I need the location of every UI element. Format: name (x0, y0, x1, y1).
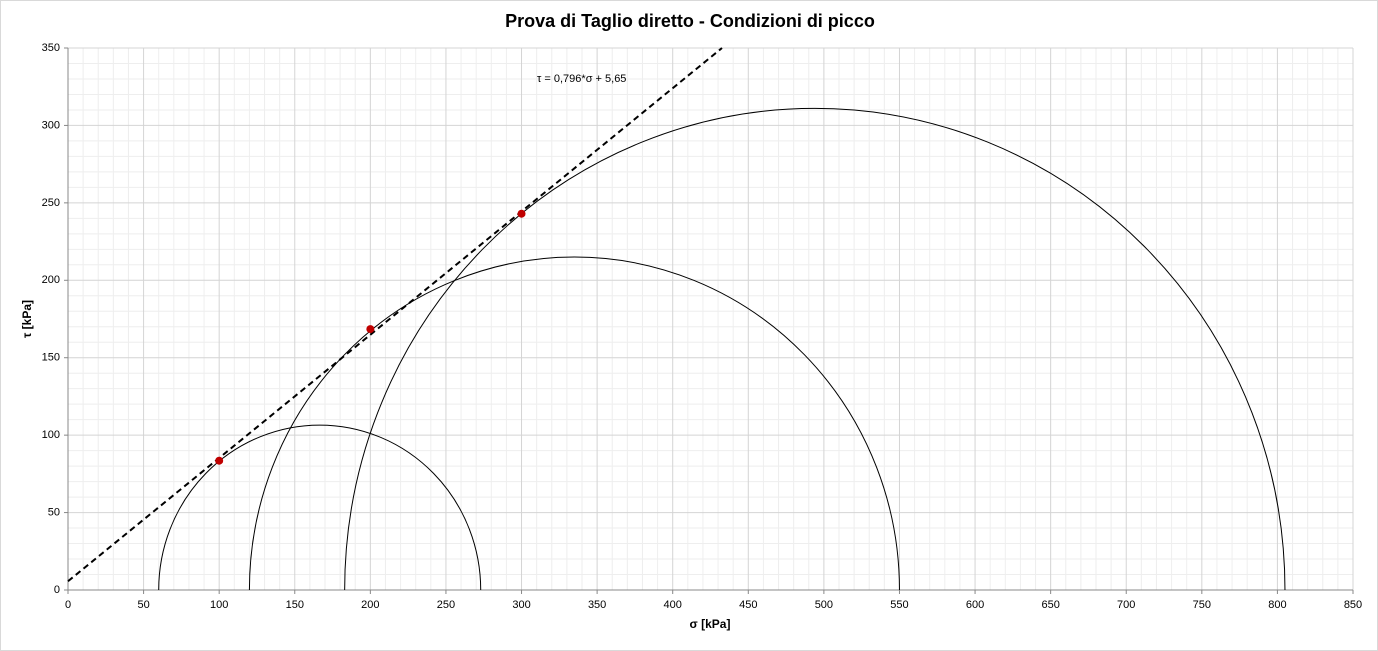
failure-envelope (67, 47, 723, 583)
x-tick-label: 300 (512, 599, 530, 611)
x-tick-label: 0 (65, 599, 71, 611)
envelope-label: τ = 0,796*σ + 5,65 (537, 73, 626, 85)
failure-point (517, 209, 526, 218)
x-tick-label: 750 (1193, 599, 1211, 611)
y-tick-label: 350 (42, 42, 60, 54)
x-tick-label: 400 (664, 599, 682, 611)
x-tick-label: 600 (966, 599, 984, 611)
x-tick-label: 150 (286, 599, 304, 611)
chart-title: Prova di Taglio diretto - Condizioni di … (505, 11, 875, 31)
y-tick-label: 250 (42, 197, 60, 209)
mohr-circle (158, 424, 482, 591)
x-tick-label: 650 (1041, 599, 1059, 611)
y-tick-label: 100 (42, 429, 60, 441)
x-tick-label: 700 (1117, 599, 1135, 611)
y-tick-label: 150 (42, 352, 60, 364)
x-tick-label: 350 (588, 599, 606, 611)
failure-point (215, 456, 224, 465)
x-tick-label: 450 (739, 599, 757, 611)
x-tick-label: 550 (890, 599, 908, 611)
grid (67, 47, 1354, 591)
mohr-circle (248, 256, 900, 591)
x-tick-label: 100 (210, 599, 228, 611)
y-tick-label: 0 (54, 584, 60, 596)
y-axis-label: τ [kPa] (20, 300, 34, 338)
x-tick-label: 800 (1268, 599, 1286, 611)
x-tick-label: 500 (815, 599, 833, 611)
y-tick-label: 50 (48, 506, 60, 518)
y-tick-label: 300 (42, 119, 60, 131)
y-tick-label: 200 (42, 274, 60, 286)
x-axis-label: σ [kPa] (690, 617, 731, 631)
x-tick-label: 50 (137, 599, 149, 611)
failure-point (366, 325, 375, 334)
x-tick-label: 850 (1344, 599, 1362, 611)
x-tick-label: 250 (437, 599, 455, 611)
x-tick-label: 200 (361, 599, 379, 611)
